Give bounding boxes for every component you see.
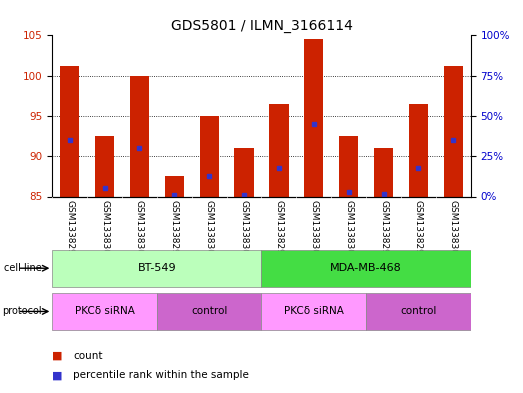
Text: PKCδ siRNA: PKCδ siRNA bbox=[284, 307, 344, 316]
Text: GSM1338301: GSM1338301 bbox=[204, 200, 214, 261]
Bar bbox=[234, 148, 254, 196]
Bar bbox=[157, 293, 262, 330]
Bar bbox=[52, 293, 157, 330]
Text: control: control bbox=[400, 307, 437, 316]
Bar bbox=[374, 148, 393, 196]
Text: GSM1338300: GSM1338300 bbox=[309, 200, 319, 261]
Bar bbox=[262, 293, 366, 330]
Text: ■: ■ bbox=[52, 370, 63, 380]
Text: BT-549: BT-549 bbox=[138, 263, 176, 273]
Text: GSM1338298: GSM1338298 bbox=[65, 200, 74, 261]
Text: PKCδ siRNA: PKCδ siRNA bbox=[75, 307, 134, 316]
Bar bbox=[339, 136, 358, 196]
Text: MDA-MB-468: MDA-MB-468 bbox=[330, 263, 402, 273]
Text: ■: ■ bbox=[52, 351, 63, 361]
Text: GSM1338302: GSM1338302 bbox=[100, 200, 109, 261]
Bar bbox=[366, 293, 471, 330]
Bar bbox=[130, 75, 149, 196]
Text: percentile rank within the sample: percentile rank within the sample bbox=[73, 370, 249, 380]
Text: GSM1338299: GSM1338299 bbox=[414, 200, 423, 261]
Text: GSM1338303: GSM1338303 bbox=[449, 200, 458, 261]
Bar bbox=[409, 104, 428, 196]
Bar bbox=[269, 104, 289, 196]
Text: GSM1338304: GSM1338304 bbox=[344, 200, 353, 261]
Title: GDS5801 / ILMN_3166114: GDS5801 / ILMN_3166114 bbox=[170, 19, 353, 33]
Bar bbox=[52, 250, 262, 287]
Text: GSM1338296: GSM1338296 bbox=[275, 200, 283, 261]
Bar bbox=[200, 116, 219, 196]
Text: GSM1338297: GSM1338297 bbox=[170, 200, 179, 261]
Text: GSM1338306: GSM1338306 bbox=[135, 200, 144, 261]
Text: cell line: cell line bbox=[4, 263, 42, 273]
Text: GSM1338305: GSM1338305 bbox=[240, 200, 248, 261]
Text: protocol: protocol bbox=[2, 307, 42, 316]
Bar bbox=[444, 66, 463, 196]
Text: count: count bbox=[73, 351, 103, 361]
Bar bbox=[60, 66, 79, 196]
Bar bbox=[304, 39, 323, 197]
Bar bbox=[95, 136, 114, 196]
Bar bbox=[165, 176, 184, 196]
Text: control: control bbox=[191, 307, 228, 316]
Bar bbox=[262, 250, 471, 287]
Text: GSM1338295: GSM1338295 bbox=[379, 200, 388, 261]
